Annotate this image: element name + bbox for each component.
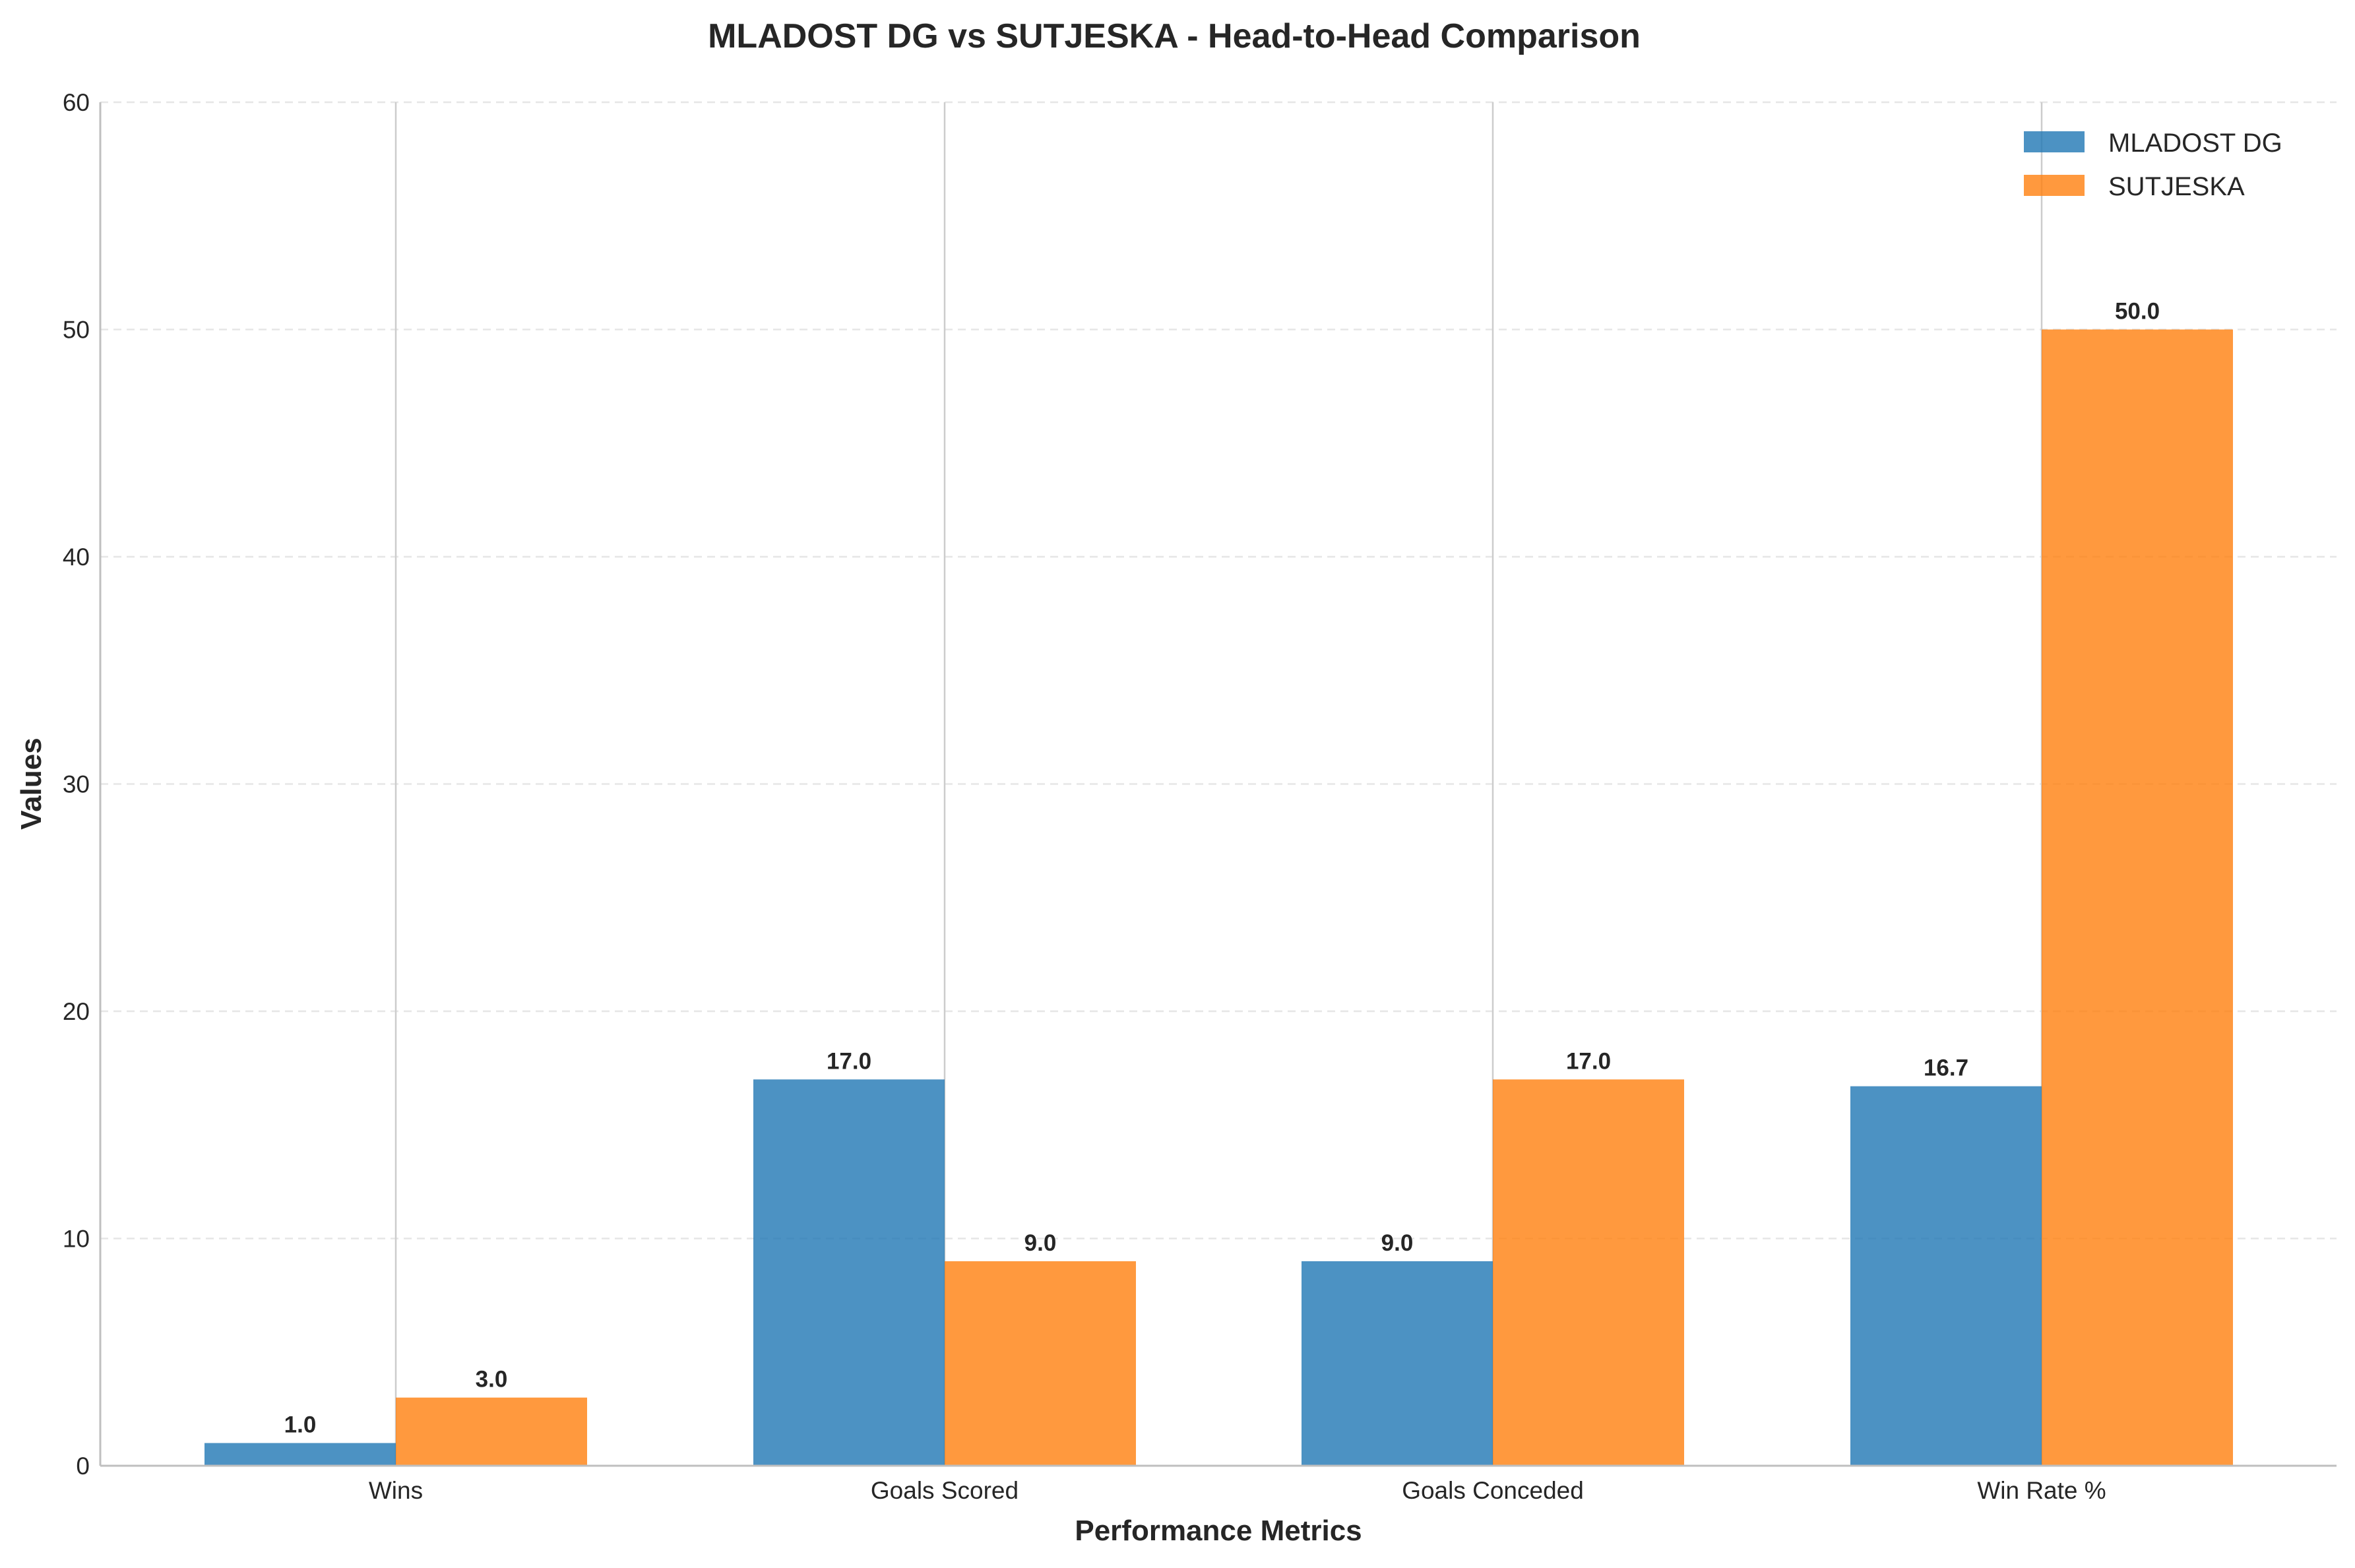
bar-sutjeska-goals-conceded bbox=[1493, 1079, 1684, 1466]
data-label-sutjeska-goals-conceded: 17.0 bbox=[1566, 1048, 1611, 1074]
x-tick-label-goals-scored: Goals Scored bbox=[871, 1477, 1019, 1504]
legend-swatch-sutjeska bbox=[2024, 175, 2085, 196]
data-label-mladost-dg-goals-scored: 17.0 bbox=[827, 1048, 871, 1074]
y-tick-label: 30 bbox=[63, 771, 90, 798]
bar-mladost-dg-wins bbox=[204, 1443, 396, 1466]
x-tick-label-goals-conceded: Goals Conceded bbox=[1402, 1477, 1584, 1504]
legend-swatch-mladost bbox=[2024, 131, 2085, 152]
data-label-sutjeska-win-rate: 50.0 bbox=[2115, 299, 2160, 325]
y-tick-label: 50 bbox=[63, 317, 90, 344]
bar-mladost-dg-win-rate bbox=[1850, 1086, 2042, 1466]
bar-sutjeska-wins bbox=[396, 1397, 587, 1466]
y-tick-label: 10 bbox=[63, 1226, 90, 1253]
axes-layer: 0 10 20 30 40 50 60 Wins Goals Scored Goals Conce… bbox=[63, 89, 2337, 1504]
legend-label-mladost: MLADOST DG bbox=[2108, 129, 2282, 158]
legend-label-sutjeska: SUTJESKA bbox=[2108, 172, 2245, 201]
data-label-mladost-dg-wins: 1.0 bbox=[284, 1412, 317, 1438]
y-tick-label: 60 bbox=[63, 89, 90, 116]
y-tick-label: 0 bbox=[76, 1453, 90, 1480]
legend: MLADOST DG SUTJESKA bbox=[2024, 129, 2282, 201]
x-axis-label: Performance Metrics bbox=[1075, 1515, 1362, 1547]
y-tick-label: 20 bbox=[63, 998, 90, 1025]
data-label-mladost-dg-win-rate: 16.7 bbox=[1924, 1055, 1968, 1081]
y-axis-label: Values bbox=[15, 737, 47, 829]
data-label-mladost-dg-goals-conceded: 9.0 bbox=[1381, 1230, 1414, 1256]
data-labels-layer: 1.0 17.0 9.0 16.7 3.0 9.0 17.0 50.0 bbox=[284, 299, 2160, 1438]
grid-layer bbox=[100, 101, 2337, 1466]
data-label-sutjeska-goals-scored: 9.0 bbox=[1024, 1230, 1057, 1256]
bar-sutjeska-goals-scored bbox=[945, 1261, 1136, 1466]
data-label-sutjeska-wins: 3.0 bbox=[476, 1367, 508, 1393]
bar-mladost-dg-goals-conceded bbox=[1302, 1261, 1493, 1466]
x-tick-label-wins: Wins bbox=[369, 1477, 423, 1504]
x-tick-label-win-rate: Win Rate % bbox=[1977, 1477, 2106, 1504]
bar-mladost-dg-goals-scored bbox=[753, 1079, 945, 1466]
bar-sutjeska-win-rate bbox=[2042, 329, 2233, 1466]
bars-layer bbox=[204, 329, 2233, 1466]
y-tick-label: 40 bbox=[63, 544, 90, 571]
chart-title: MLADOST DG vs SUTJESKA - Head-to-Head Co… bbox=[708, 17, 1641, 55]
